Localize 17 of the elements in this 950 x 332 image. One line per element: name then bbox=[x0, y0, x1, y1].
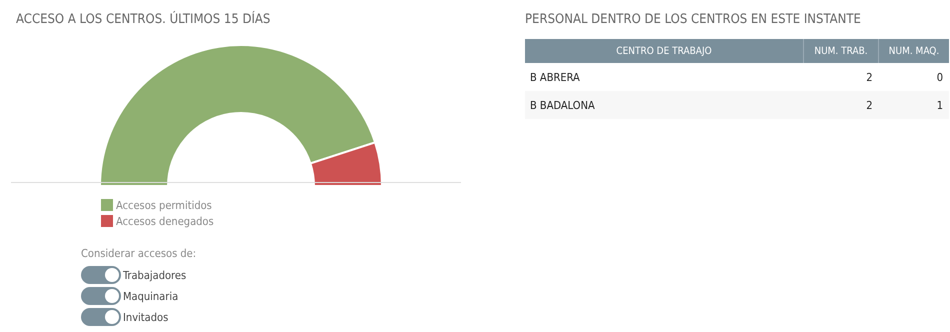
text: Maquinaria bbox=[123, 290, 178, 302]
text: PERSONAL DENTRO DE LOS CENTROS EN ESTE INSTANTE bbox=[525, 12, 861, 27]
text: NUM. TRAB. bbox=[804, 39, 878, 63]
text: NUM. MAQ. bbox=[878, 39, 949, 63]
text: Invitados bbox=[123, 310, 168, 324]
text: B ABRERA bbox=[529, 70, 581, 86]
text: 2 bbox=[865, 98, 874, 114]
text: 1 bbox=[936, 98, 944, 114]
legend-label: Accesos denegados bbox=[116, 214, 214, 228]
chart-title: ACCESO A LOS CENTROS. ÚLTIMOS 15 DÍAS bbox=[16, 12, 270, 27]
text: CENTRO DE TRABAJO bbox=[525, 39, 804, 63]
legend-label: Accesos permitidos bbox=[116, 198, 212, 212]
text: 0 bbox=[936, 70, 944, 86]
text: Considerar accesos de: bbox=[81, 247, 196, 260]
text: B BADALONA bbox=[529, 98, 596, 114]
text: Trabajadores bbox=[123, 268, 186, 282]
text: 2 bbox=[865, 70, 874, 86]
